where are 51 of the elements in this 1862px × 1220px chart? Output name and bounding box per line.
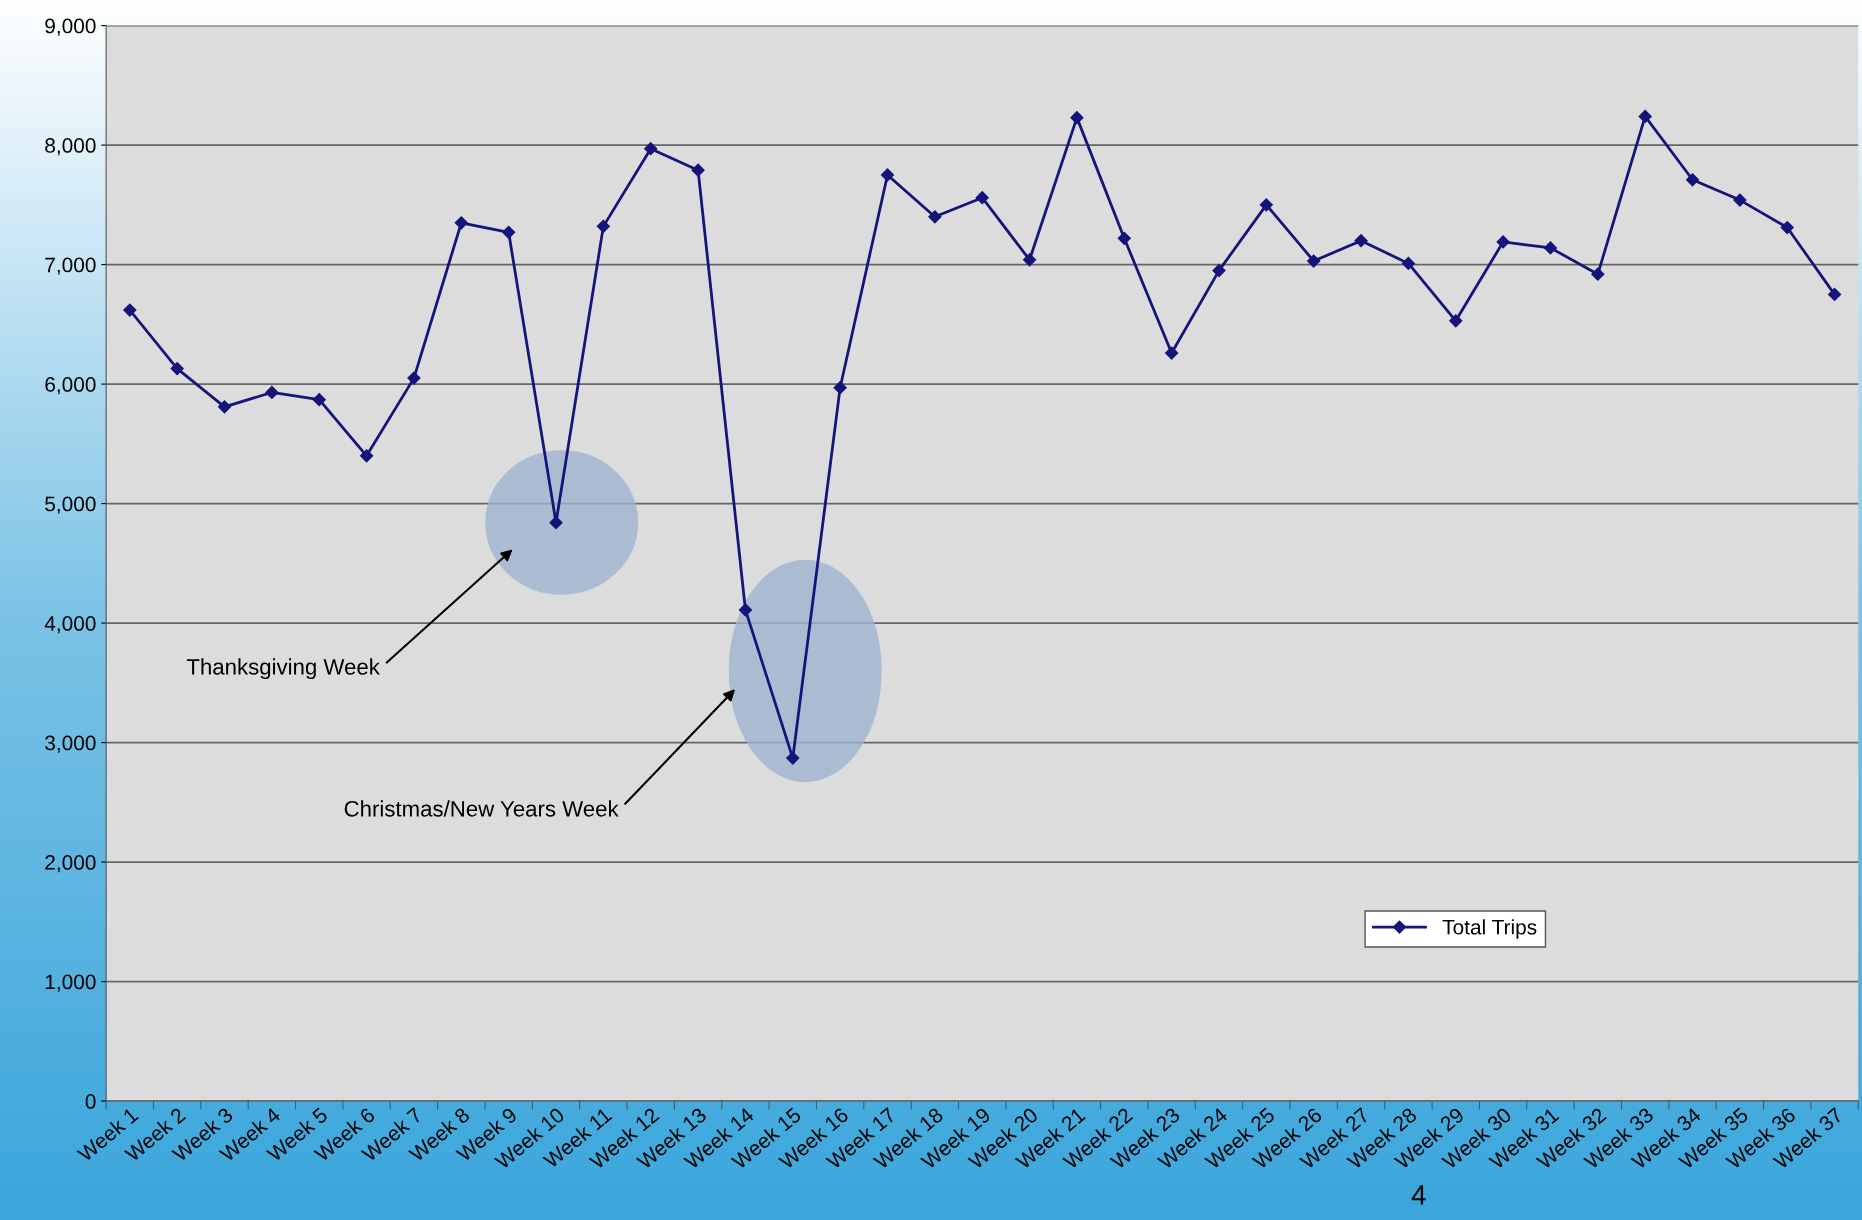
point xyxy=(644,142,658,156)
point xyxy=(1449,314,1463,328)
point xyxy=(1070,111,1084,125)
point xyxy=(691,163,705,177)
point xyxy=(1259,198,1273,212)
y-tick-label: 9,000 xyxy=(45,18,96,36)
point xyxy=(1212,263,1226,278)
y-tick-label: 4,000 xyxy=(44,616,96,634)
point xyxy=(596,219,610,233)
annotation: Christmas/New Years Week xyxy=(344,800,619,817)
point xyxy=(502,225,516,239)
y-tick-label: 7,000 xyxy=(45,257,96,275)
point xyxy=(1780,220,1794,235)
point xyxy=(1543,241,1558,255)
point xyxy=(312,393,326,407)
point xyxy=(1685,173,1700,187)
y-tick-label: 5,000 xyxy=(45,496,96,514)
point xyxy=(549,516,563,530)
point xyxy=(265,385,279,400)
point xyxy=(454,216,468,230)
point xyxy=(123,303,137,317)
point xyxy=(1401,256,1415,270)
point xyxy=(1354,234,1368,248)
point xyxy=(975,191,989,205)
point xyxy=(786,751,800,765)
y-tick-label: 3,000 xyxy=(45,735,96,753)
y-tick-label: 1,000 xyxy=(45,974,96,992)
y-tick-label: 6,000 xyxy=(45,377,96,395)
y-tick-label: 2,000 xyxy=(45,855,96,873)
point xyxy=(1638,109,1652,124)
legend-label: Total Trips xyxy=(1442,919,1537,939)
point xyxy=(217,400,232,414)
point xyxy=(1591,267,1605,281)
y-tick-label: 8,000 xyxy=(45,138,96,156)
point xyxy=(1165,346,1179,360)
point xyxy=(738,603,753,617)
point xyxy=(1307,254,1321,268)
point xyxy=(407,371,421,385)
y-tick-label: 0 xyxy=(85,1094,96,1109)
point xyxy=(880,168,895,182)
point xyxy=(1022,253,1037,267)
annotation: Thanksgiving Week xyxy=(186,658,380,680)
point xyxy=(170,361,184,376)
point xyxy=(359,449,374,463)
point xyxy=(1117,231,1131,245)
point xyxy=(1828,287,1842,302)
text: 4 xyxy=(1411,1185,1426,1205)
point xyxy=(928,210,942,224)
point xyxy=(1496,235,1510,249)
point xyxy=(1733,193,1747,207)
point xyxy=(833,381,847,395)
